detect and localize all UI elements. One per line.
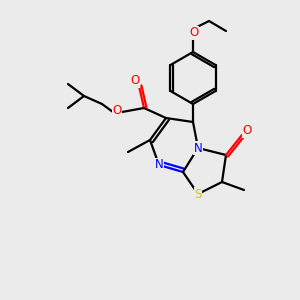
Text: N: N <box>194 142 202 154</box>
Text: O: O <box>242 124 252 137</box>
Text: S: S <box>194 188 202 200</box>
Text: O: O <box>189 26 199 40</box>
Text: O: O <box>112 104 122 118</box>
Text: O: O <box>130 74 140 88</box>
Text: N: N <box>154 158 164 172</box>
